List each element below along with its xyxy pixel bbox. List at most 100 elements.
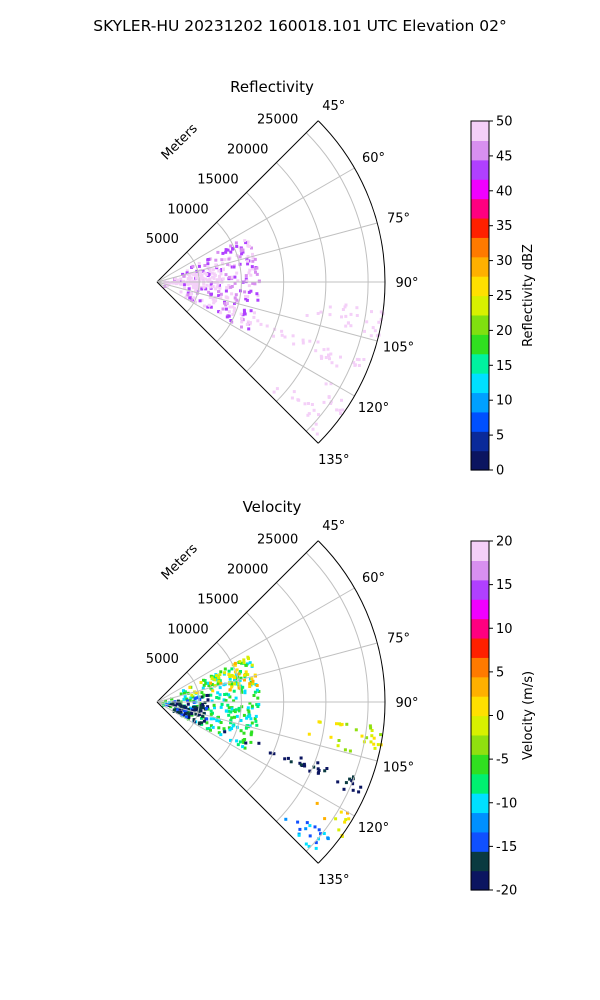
- echo-pixel: [219, 721, 223, 724]
- echo-pixel: [255, 688, 259, 692]
- echo-pixel: [199, 706, 203, 710]
- echo-pixel: [218, 686, 222, 690]
- echo-pixel: [328, 313, 332, 317]
- echo-pixel: [233, 678, 236, 682]
- echo-pixel: [246, 243, 250, 247]
- echo-pixel: [192, 296, 196, 300]
- angle-tick-labels: 45° 60° 75° 90° 105° 120° 135°: [318, 519, 418, 888]
- figure-title: SKYLER-HU 20231202 160018.101 UTC Elevat…: [93, 17, 507, 35]
- echo-pixel: [243, 738, 247, 741]
- colorbar: -20 -15 -10 -5 0 5 10 15 20 Velocity (m/s): [470, 535, 536, 899]
- echo-pixel: [230, 673, 234, 677]
- colorbar-segment: [471, 314, 489, 335]
- echo-pixel: [224, 248, 228, 252]
- echo-pixel: [235, 714, 239, 718]
- echo-pixel: [168, 281, 172, 285]
- echo-pixel: [212, 299, 216, 303]
- echo-pixel: [186, 282, 190, 286]
- echo-pixel: [323, 817, 327, 821]
- echo-pixel: [201, 702, 205, 706]
- echo-pixel: [237, 682, 241, 686]
- colorbar-tick-label: 10: [496, 622, 513, 637]
- colorbar-segment: [471, 140, 489, 161]
- echo-pixel: [239, 312, 243, 316]
- echo-pixel: [290, 396, 294, 400]
- echo-pixel: [310, 403, 314, 406]
- echo-pixel: [209, 724, 213, 728]
- echo-pixel: [349, 324, 353, 328]
- echo-pixel: [186, 699, 189, 703]
- echo-pixel: [235, 244, 239, 248]
- echo-pixel: [224, 307, 228, 311]
- echo-pixel: [322, 348, 326, 352]
- echo-pixel: [248, 244, 251, 248]
- echo-pixel: [244, 295, 247, 298]
- echo-pixel: [172, 281, 176, 285]
- echo-pixel: [256, 705, 260, 708]
- echo-pixel: [219, 681, 223, 685]
- echo-pixel: [214, 287, 218, 291]
- echo-pixel: [244, 741, 248, 745]
- echo-pixel: [320, 356, 323, 360]
- echo-pixel: [205, 717, 209, 721]
- echo-pixel: [229, 738, 232, 742]
- echo-pixel: [206, 278, 210, 282]
- echo-pixel: [362, 358, 366, 361]
- echo-pixel: [370, 310, 373, 314]
- echo-pixel: [301, 341, 305, 345]
- echo-pixel: [218, 277, 222, 281]
- echo-pixel: [194, 300, 197, 304]
- colorbar-segment: [471, 560, 489, 581]
- echo-pixel: [272, 752, 276, 756]
- echo-pixel: [272, 390, 276, 394]
- echo-pixel: [319, 832, 322, 836]
- echo-pixel: [206, 262, 210, 266]
- echo-pixel: [205, 272, 209, 276]
- echo-pixel: [302, 762, 306, 766]
- echo-pixel: [211, 689, 215, 693]
- echo-pixel: [233, 670, 237, 674]
- echo-pixel: [234, 708, 238, 712]
- echo-pixel: [247, 327, 251, 331]
- echo-pixel: [346, 811, 349, 815]
- echo-pixel: [344, 781, 348, 785]
- echo-pixel: [185, 271, 189, 275]
- echo-pixel: [224, 273, 228, 277]
- echo-pixel: [227, 706, 231, 710]
- echo-pixel: [198, 702, 202, 706]
- angle-tick-label: 45°: [322, 99, 345, 114]
- echo-pixel: [227, 263, 231, 267]
- colorbar-segment: [471, 676, 489, 697]
- echo-pixel: [197, 282, 201, 286]
- echo-pixel: [243, 678, 246, 682]
- echo-pixel: [242, 661, 246, 665]
- echo-pixel: [308, 339, 312, 343]
- echo-pixel: [211, 268, 215, 272]
- echo-pixel: [316, 761, 320, 765]
- echo-pixel: [205, 694, 209, 697]
- echo-pixel: [347, 817, 351, 821]
- echo-pixel: [324, 356, 328, 359]
- echo-pixel: [370, 729, 374, 732]
- colorbar-segment: [471, 715, 489, 736]
- echo-pixel: [305, 821, 309, 825]
- echo-pixel: [348, 777, 352, 781]
- echo-pixel: [193, 282, 197, 286]
- echo-pixel: [244, 726, 248, 730]
- echo-pixel: [182, 689, 185, 693]
- echo-pixel: [230, 716, 234, 720]
- angle-tick-label: 75°: [387, 631, 410, 646]
- colorbar-segment: [471, 696, 489, 717]
- echo-pixel: [225, 286, 229, 290]
- echo-pixel: [243, 239, 247, 243]
- echo-pixel: [208, 269, 212, 273]
- echo-pixel: [265, 324, 269, 328]
- echo-pixel: [181, 272, 185, 276]
- echo-pixel: [329, 382, 333, 386]
- echo-pixel: [179, 692, 183, 696]
- echo-pixel: [237, 686, 241, 690]
- echo-pixel: [250, 265, 254, 269]
- echo-pixel: [198, 270, 202, 274]
- echo-pixel: [324, 382, 328, 386]
- azimuth-gridline: [156, 701, 355, 817]
